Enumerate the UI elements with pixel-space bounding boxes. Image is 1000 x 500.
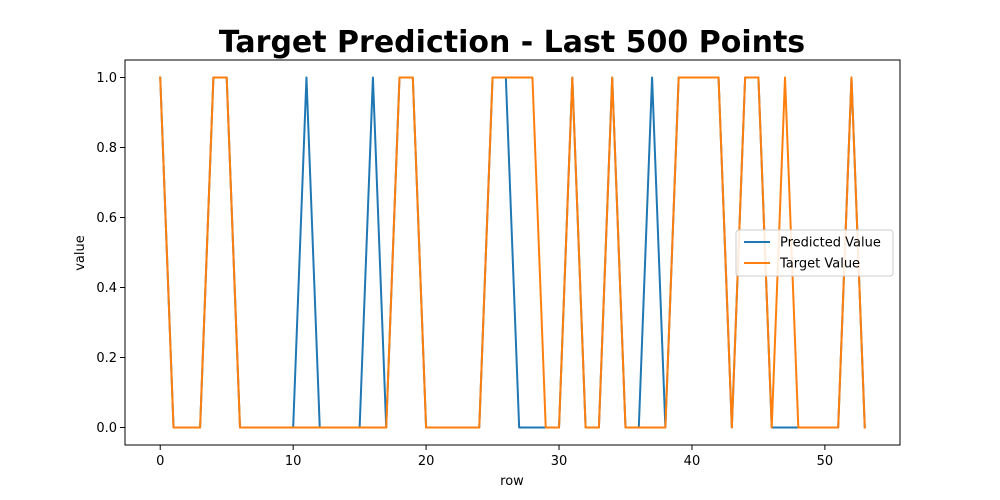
y-tick-label: 0.0	[96, 421, 117, 436]
x-tick-label: 0	[156, 454, 164, 469]
legend: Predicted Value Target Value	[735, 229, 894, 277]
x-tick-label: 40	[684, 454, 701, 469]
x-tick-label: 10	[285, 454, 302, 469]
y-tick-label: 0.2	[96, 351, 117, 366]
legend-label: Target Value	[779, 257, 860, 272]
y-tick-label: 1.0	[96, 71, 117, 86]
y-tick-label: 0.4	[96, 281, 117, 296]
legend-box	[735, 229, 894, 277]
axes: 0 10 20 30 40 50 0.0 0.2 0.4 0.6 0.8 1.0	[96, 59, 901, 469]
y-axis-label: value	[73, 235, 88, 271]
x-tick-label: 50	[817, 454, 834, 469]
y-tick-label: 0.8	[96, 141, 117, 156]
legend-label: Predicted Value	[780, 236, 881, 251]
x-tick-label: 30	[551, 454, 568, 469]
x-tick-label: 20	[418, 454, 435, 469]
series-lines	[159, 76, 866, 429]
chart-title: Target Prediction - Last 500 Points	[219, 25, 805, 60]
y-tick-label: 0.6	[96, 211, 117, 226]
series-line-target-value	[159, 76, 866, 429]
axes-frame	[124, 59, 901, 446]
x-axis-label: row	[500, 474, 524, 489]
